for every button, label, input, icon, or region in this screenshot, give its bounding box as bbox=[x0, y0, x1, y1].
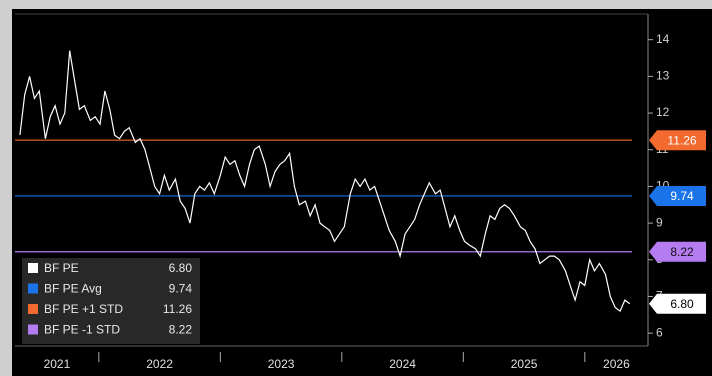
x-tick-label: 2023 bbox=[268, 357, 295, 371]
y-tick-label: 12 bbox=[656, 105, 670, 119]
legend-box bbox=[22, 258, 200, 344]
value-tag-label: 11.26 bbox=[667, 133, 696, 147]
y-tick-label: 6 bbox=[656, 325, 663, 339]
legend-label: BF PE -1 STD bbox=[44, 323, 120, 337]
legend-value: 6.80 bbox=[169, 261, 193, 275]
x-tick-label: 2025 bbox=[511, 357, 538, 371]
legend-value: 8.22 bbox=[169, 323, 193, 337]
value-tag bbox=[649, 130, 706, 151]
legend-label: BF PE bbox=[44, 261, 79, 275]
legend: BF PE 6.80 BF PE Avg 9.74 BF PE +1 STD 11.26 B… bbox=[22, 258, 200, 344]
legend-swatch bbox=[28, 324, 38, 335]
value-tag-label: 9.74 bbox=[670, 189, 694, 203]
y-tick-label: 13 bbox=[656, 69, 670, 83]
y-tick-label: 14 bbox=[656, 32, 670, 46]
y-tick-label: 9 bbox=[656, 215, 663, 229]
legend-value: 11.26 bbox=[163, 302, 192, 316]
x-tick-label: 2022 bbox=[146, 357, 173, 371]
x-tick-label: 2026 bbox=[603, 357, 630, 371]
value-tag-label: 8.22 bbox=[670, 245, 694, 259]
value-tag bbox=[649, 241, 706, 262]
legend-swatch bbox=[28, 283, 38, 294]
legend-value: 9.74 bbox=[169, 282, 193, 296]
x-tick-label: 2021 bbox=[44, 357, 71, 371]
legend-swatch bbox=[28, 263, 38, 273]
data-line bbox=[19, 50, 631, 313]
x-tick-label: 2024 bbox=[389, 357, 416, 371]
value-tag bbox=[649, 185, 706, 206]
legend-label: BF PE Avg bbox=[44, 282, 102, 296]
legend-swatch bbox=[28, 304, 38, 314]
value-tag bbox=[649, 293, 706, 314]
value-tag-label: 6.80 bbox=[670, 297, 694, 311]
legend-label: BF PE +1 STD bbox=[44, 302, 123, 316]
